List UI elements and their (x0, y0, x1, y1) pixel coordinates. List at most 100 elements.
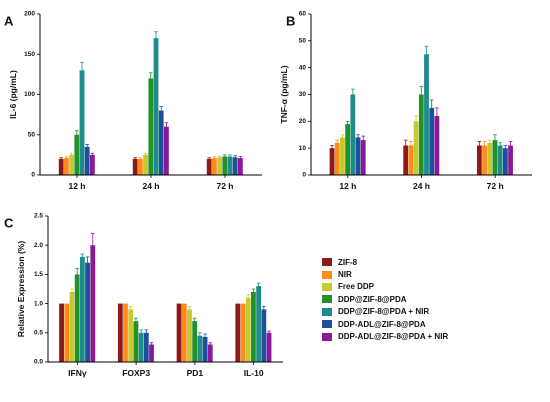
y-tick-label: 150 (24, 51, 35, 58)
legend-entry: DDP-ADL@ZIF-8@PDA + NIR (322, 330, 448, 342)
panel-letter: A (4, 14, 14, 29)
legend-label: DDP-ADL@ZIF-8@PDA (338, 319, 426, 329)
x-tick-label: FOXP3 (122, 368, 150, 378)
bar (424, 54, 429, 175)
legend-swatch (322, 295, 332, 304)
bar (79, 70, 85, 175)
legend-swatch (322, 258, 332, 267)
chart-panel-c: C 0.0 0.5 1.0 1.5 2.0 2.5 Relative Expression (… (4, 213, 283, 378)
bar (202, 336, 208, 362)
bar (251, 291, 256, 362)
y-axis-label: IL-6 (pg/mL) (8, 70, 18, 119)
bar (58, 158, 64, 175)
bar (413, 121, 419, 175)
y-tick-label: 1.5 (34, 271, 43, 278)
bar (340, 137, 345, 175)
bar (334, 142, 340, 175)
bar (434, 115, 440, 175)
y-tick-label: 30 (299, 91, 307, 98)
x-tick-label: 24 h (142, 181, 159, 191)
legend-swatch (322, 307, 332, 316)
bar (74, 274, 80, 362)
legend-swatch (322, 320, 332, 329)
y-tick-label: 2.0 (34, 242, 43, 249)
y-tick-label: 1.0 (34, 300, 43, 307)
bar (128, 309, 134, 362)
bar (149, 344, 154, 362)
legend-swatch (322, 332, 332, 341)
legend-entry: DDP@ZIF-8@PDA (322, 293, 448, 305)
bar (345, 124, 351, 175)
bar (143, 332, 149, 362)
y-tick-label: 2.5 (34, 213, 43, 220)
x-tick-label: IFNγ (68, 368, 87, 378)
y-tick-label: 60 (299, 11, 307, 18)
legend-entry: ZIF-8 (322, 256, 448, 268)
bar (138, 332, 144, 362)
legend-entry: NIR (322, 268, 448, 280)
bar (429, 107, 435, 175)
bar (153, 38, 159, 176)
bar (508, 145, 513, 175)
bar (64, 303, 70, 362)
bar (403, 145, 409, 175)
bar (90, 245, 96, 362)
y-tick-label: 20 (299, 118, 307, 125)
bar (84, 146, 90, 175)
bar (176, 303, 182, 362)
legend: ZIF-8 NIR Free DDP DDP@ZIF-8@PDA DDP@ZIF-8@P… (322, 256, 448, 343)
legend-label: DDP@ZIF-8@PDA + NIR (338, 307, 430, 317)
x-tick-label: PD1 (187, 368, 204, 378)
x-tick-label: 12 h (68, 181, 85, 191)
y-tick-label: 50 (299, 38, 307, 45)
legend-label: NIR (338, 270, 352, 280)
bar (206, 158, 212, 175)
bar (476, 145, 482, 175)
bar (235, 303, 241, 362)
bar (90, 154, 95, 175)
y-tick-label: 0 (31, 172, 35, 179)
legend-entry: Free DDP (322, 281, 448, 293)
bar (360, 140, 366, 175)
bar (143, 154, 148, 175)
y-axis-label: Relative Expression (%) (16, 241, 26, 338)
legend-swatch (322, 282, 332, 291)
bar (232, 157, 238, 175)
y-tick-label: 200 (24, 11, 35, 18)
x-tick-label: 72 h (487, 181, 504, 191)
bar (418, 94, 424, 175)
bar (59, 303, 64, 362)
y-tick-label: 10 (299, 145, 307, 152)
y-tick-label: 100 (24, 91, 35, 98)
bar (148, 78, 154, 175)
legend-entry: DDP-ADL@ZIF-8@PDA (322, 318, 448, 330)
legend-label: DDP@ZIF-8@PDA (338, 294, 407, 304)
bar (256, 286, 262, 362)
bar (222, 156, 228, 175)
bar (158, 110, 164, 175)
x-tick-label: IL-10 (244, 368, 264, 378)
bar (187, 309, 192, 362)
bar (350, 94, 356, 175)
bar (197, 335, 203, 362)
bar (502, 148, 508, 175)
bar (85, 262, 90, 362)
bar (487, 142, 493, 175)
y-tick-label: 0.5 (34, 330, 43, 337)
bar (240, 303, 246, 362)
y-tick-label: 50 (28, 131, 36, 138)
bar (408, 145, 414, 175)
bar (79, 256, 85, 362)
panel-letter: C (4, 216, 14, 231)
bar (117, 303, 123, 362)
bar (492, 140, 498, 175)
bar (266, 332, 272, 362)
bar (355, 137, 361, 175)
chart-panel-b: B 0 10 20 30 40 50 60 TNF-α (pg/mL) 12 h 24 h 72 h (279, 11, 532, 191)
bar (164, 126, 169, 175)
bar (212, 158, 217, 175)
bar (482, 145, 487, 175)
legend-entry: DDP@ZIF-8@PDA + NIR (322, 306, 448, 318)
bar (138, 158, 143, 175)
